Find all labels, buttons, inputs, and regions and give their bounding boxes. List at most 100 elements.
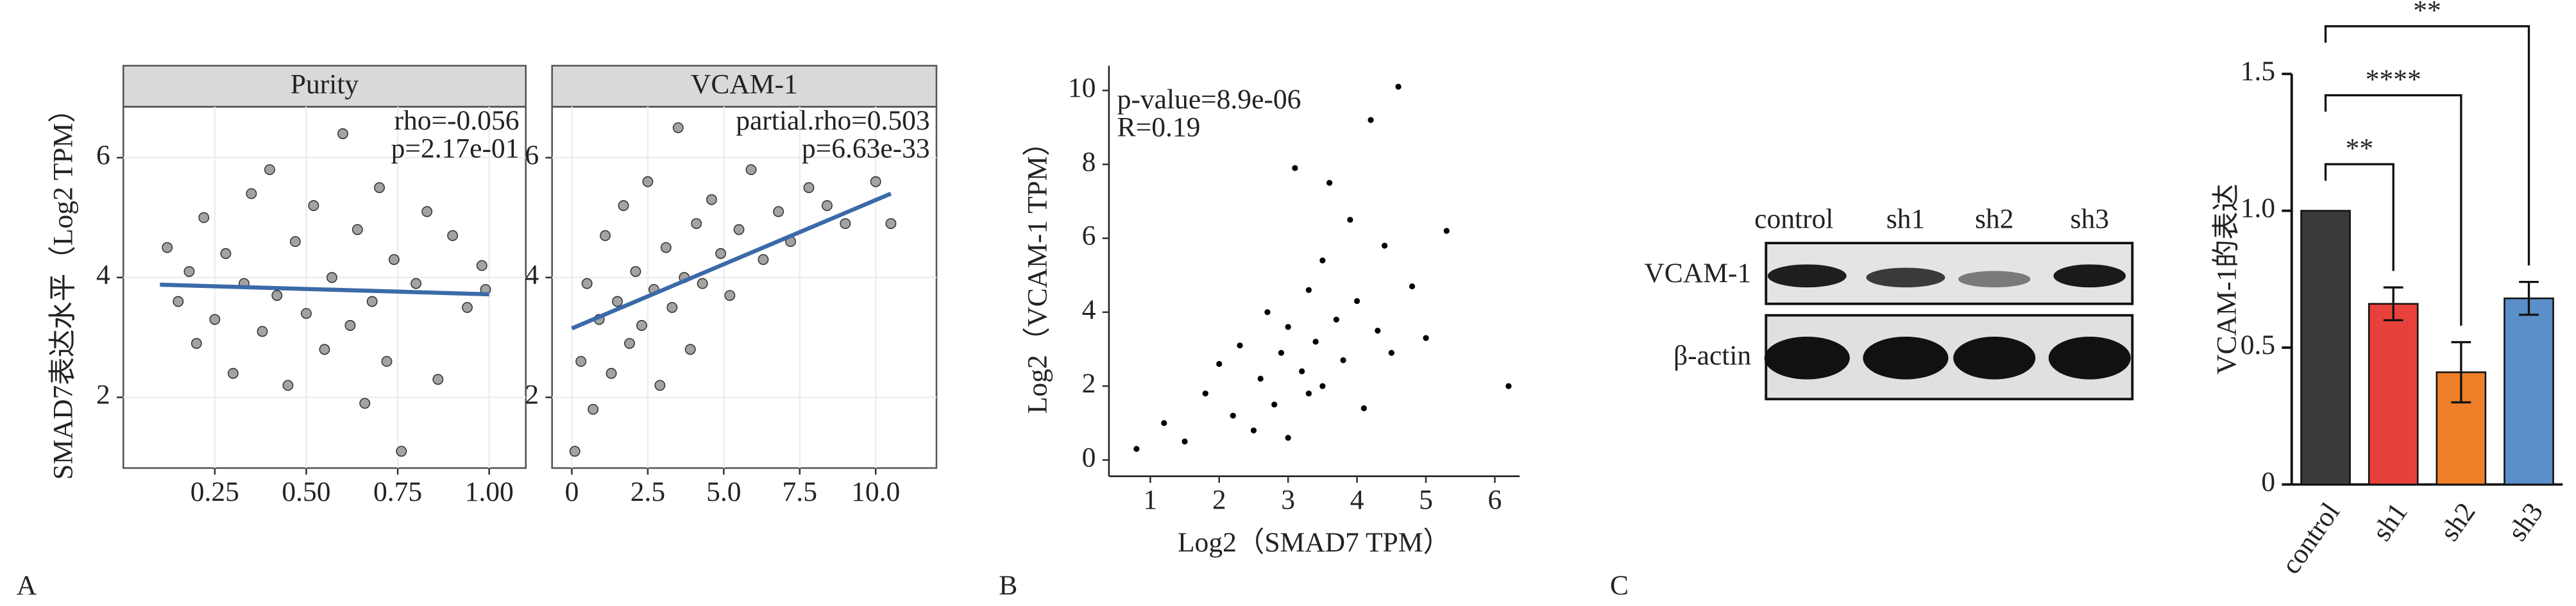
y-tick-label: 1.5 bbox=[2241, 56, 2275, 87]
point bbox=[344, 320, 356, 331]
point bbox=[1182, 438, 1188, 445]
point bbox=[359, 398, 371, 409]
x-tick-label: 3 bbox=[1281, 485, 1295, 516]
x-tick-label: 0.25 bbox=[191, 476, 239, 507]
x-tick-label: 4 bbox=[1350, 485, 1364, 516]
point bbox=[1347, 217, 1353, 223]
point bbox=[447, 230, 459, 241]
point bbox=[421, 206, 433, 217]
point bbox=[1326, 180, 1333, 186]
panel-border bbox=[122, 106, 527, 469]
point bbox=[282, 380, 294, 391]
x-tick-label: 5.0 bbox=[706, 476, 741, 507]
error-bar bbox=[2383, 286, 2403, 322]
x-tick-label: 0 bbox=[565, 476, 579, 507]
panel-label: B bbox=[999, 570, 1017, 601]
point bbox=[366, 296, 378, 307]
point bbox=[289, 236, 301, 248]
y-tick-label: 6 bbox=[525, 140, 539, 171]
point bbox=[1505, 383, 1512, 389]
panel-border bbox=[551, 106, 938, 469]
point bbox=[733, 224, 745, 235]
point bbox=[432, 374, 444, 385]
point bbox=[1202, 390, 1208, 397]
y-tick-label: 2 bbox=[96, 380, 110, 410]
point bbox=[1443, 228, 1450, 234]
point bbox=[745, 164, 757, 176]
point bbox=[388, 254, 400, 265]
point bbox=[803, 182, 815, 194]
point bbox=[885, 218, 897, 230]
lane-label: sh1 bbox=[1886, 204, 1925, 235]
point bbox=[840, 218, 851, 230]
point bbox=[724, 290, 736, 301]
point bbox=[461, 302, 473, 313]
blot-band bbox=[1958, 271, 2031, 288]
point bbox=[1360, 405, 1367, 412]
blot-band bbox=[2048, 337, 2131, 380]
y-tick-label: 2 bbox=[1082, 368, 1096, 399]
x-tick-label: 6 bbox=[1488, 485, 1502, 516]
point bbox=[672, 122, 684, 133]
bar bbox=[2504, 297, 2554, 485]
facet-title: Purity bbox=[291, 69, 359, 100]
point bbox=[630, 265, 641, 277]
strip bbox=[551, 65, 938, 108]
point bbox=[1271, 401, 1278, 408]
bar bbox=[2368, 303, 2419, 485]
blot-band bbox=[1953, 337, 2036, 380]
point bbox=[697, 278, 708, 289]
lane-label: sh2 bbox=[1975, 204, 2013, 235]
point bbox=[1133, 446, 1140, 452]
point bbox=[1285, 324, 1291, 330]
point bbox=[606, 367, 617, 379]
point bbox=[326, 272, 337, 283]
fit-line bbox=[571, 191, 892, 331]
x-tick-label: 1.00 bbox=[465, 476, 514, 507]
x-tick-label: 2 bbox=[1212, 485, 1226, 516]
x-tick-label: 10.0 bbox=[851, 476, 900, 507]
y-tick-label: 10 bbox=[1068, 72, 1096, 103]
point bbox=[396, 446, 407, 457]
point bbox=[1423, 335, 1429, 341]
blot-band bbox=[1863, 337, 1949, 380]
point bbox=[569, 446, 580, 457]
x-tick-label: 0.75 bbox=[373, 476, 422, 507]
point bbox=[715, 248, 727, 259]
y-tick-label: 4 bbox=[525, 260, 539, 290]
point bbox=[1368, 117, 1374, 123]
point bbox=[1292, 165, 1298, 171]
point bbox=[220, 248, 232, 259]
point bbox=[271, 290, 283, 301]
panel-label: C bbox=[1610, 570, 1629, 601]
point bbox=[257, 326, 268, 337]
error-bar bbox=[2451, 341, 2471, 404]
point bbox=[588, 403, 599, 415]
point bbox=[264, 164, 275, 176]
point bbox=[162, 242, 173, 253]
point bbox=[191, 338, 202, 349]
y-tick-label: 0 bbox=[2261, 466, 2275, 497]
point bbox=[227, 367, 239, 379]
point bbox=[642, 176, 654, 187]
point bbox=[636, 320, 647, 331]
bar bbox=[2300, 210, 2351, 485]
point bbox=[1250, 427, 1257, 433]
row-label: VCAM-1 bbox=[1644, 258, 1751, 289]
fit-line bbox=[160, 282, 489, 297]
point bbox=[581, 278, 593, 289]
point bbox=[1257, 375, 1264, 382]
point bbox=[1216, 360, 1223, 367]
point bbox=[1319, 383, 1326, 389]
point bbox=[319, 344, 330, 355]
point bbox=[308, 200, 319, 212]
x-tick-label: 2.5 bbox=[631, 476, 665, 507]
annotation: partial.rho=0.503 bbox=[736, 105, 930, 136]
point bbox=[476, 260, 487, 271]
point bbox=[1312, 339, 1319, 345]
point bbox=[758, 254, 769, 265]
point bbox=[173, 296, 184, 307]
error-bar bbox=[2519, 280, 2539, 316]
point bbox=[381, 356, 393, 367]
point bbox=[198, 212, 210, 223]
